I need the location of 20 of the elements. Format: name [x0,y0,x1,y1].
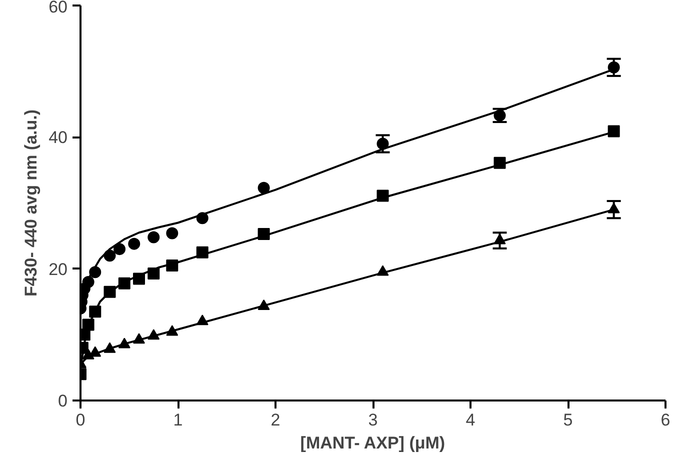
x-tick-label: 6 [660,410,670,430]
point [258,182,270,194]
x-tick-label: 0 [76,410,86,430]
x-tick-label: 5 [563,410,573,430]
y-tick-label: 0 [58,392,68,410]
y-tick-label: 40 [48,128,68,148]
y-tick-label: 20 [48,260,68,279]
y-axis-title: F430- 440 avg nm (a.u.) [22,109,41,297]
point [608,61,620,74]
x-tick-label: 3 [368,410,378,430]
point [148,231,160,244]
x-tick-label: 4 [466,410,476,430]
x-tick-label: 2 [270,410,280,430]
point [608,125,620,138]
x-axis-title: [MANT- AXP] (μM) [300,434,446,452]
y-tick-label: 60 [48,0,68,16]
x-tick-label: 1 [173,410,183,430]
point [166,227,178,240]
point [114,243,126,256]
point [128,238,140,250]
